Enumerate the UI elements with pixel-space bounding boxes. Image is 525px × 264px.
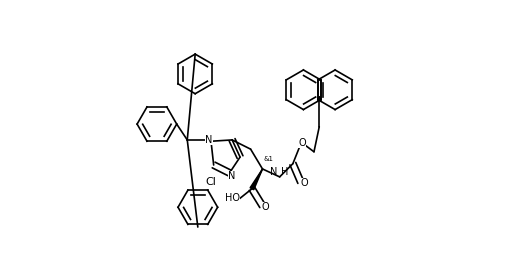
Text: N: N <box>228 171 235 181</box>
Text: O: O <box>261 202 269 212</box>
Text: H: H <box>281 167 288 177</box>
Text: O: O <box>298 138 306 148</box>
Polygon shape <box>250 169 262 190</box>
Text: N: N <box>270 167 278 177</box>
Text: N: N <box>205 135 213 145</box>
Text: HO: HO <box>225 193 239 203</box>
Text: Cl: Cl <box>205 177 216 187</box>
Text: &1: &1 <box>264 156 274 162</box>
Text: O: O <box>300 178 308 188</box>
